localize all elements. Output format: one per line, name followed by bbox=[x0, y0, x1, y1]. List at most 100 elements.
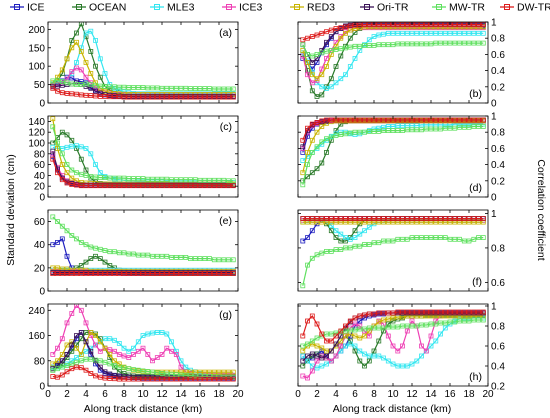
panel-g-series-mle3-point bbox=[69, 358, 75, 364]
panel-f-series-red3-point bbox=[400, 219, 405, 225]
panel-h-series-red3-point bbox=[352, 333, 358, 339]
panel-g-series-ocean-point bbox=[78, 336, 84, 342]
panel-d-series-mw-tr-point bbox=[357, 129, 363, 135]
panel-b-series-mle3-point bbox=[409, 30, 415, 36]
panel-a-series-ice3-point bbox=[83, 74, 89, 80]
panel-b-series-dw-tr-point bbox=[305, 35, 310, 41]
panel-f-series-dw-tr-point bbox=[362, 216, 367, 222]
panel-d-series-red3-point bbox=[314, 129, 320, 135]
panel-e-series-dw-tr-point bbox=[192, 271, 198, 277]
panel-b-series-mle3-point bbox=[423, 30, 429, 36]
panel-d-label: (d) bbox=[469, 182, 482, 194]
panel-e-series-mw-tr-point bbox=[97, 246, 103, 252]
panel-d-series-dw-tr-point bbox=[438, 117, 443, 123]
panel-h-series-red3-point bbox=[314, 343, 320, 349]
panel-f-series-dw-tr-point bbox=[480, 216, 486, 222]
panel-a-series-dw-tr-point bbox=[50, 85, 56, 91]
panel-b-series-red3-point bbox=[314, 76, 320, 82]
panel-e-series-dw-tr-point bbox=[112, 271, 117, 277]
panel-f-series-mw-tr-point bbox=[376, 240, 382, 246]
panel-c-series-dw-tr-point bbox=[102, 183, 108, 189]
panel-f-series-ice-point bbox=[305, 235, 310, 241]
panel-c-series-mw-tr-point bbox=[88, 174, 94, 179]
panel-c-series-dw-tr-point bbox=[154, 183, 160, 189]
panel-g-y-tick-label: 160 bbox=[28, 331, 45, 342]
panel-a-series-mw-tr-point bbox=[183, 85, 189, 91]
panel-c-series-mw-tr-point bbox=[150, 176, 155, 182]
panel-h-series-dw-tr-point bbox=[309, 313, 315, 319]
panel-h-series-dw-tr-point bbox=[400, 309, 405, 315]
panel-d-series-mle3-point bbox=[381, 124, 386, 130]
panel-a-y-tick-label: 100 bbox=[28, 62, 45, 73]
panel-b-series-mw-tr-point bbox=[447, 40, 453, 46]
panel-a-series-dw-tr-point bbox=[121, 94, 127, 100]
panel-e-series-dw-tr-point bbox=[178, 271, 184, 277]
panel-b-plot-area bbox=[300, 22, 486, 99]
panel-e-series-dw-tr-point bbox=[64, 271, 70, 277]
panel-f-series-mw-tr-point bbox=[333, 247, 339, 253]
panel-g-series-mle3-point bbox=[159, 329, 165, 335]
panel-d-series-mw-tr-point bbox=[409, 127, 415, 133]
x-axis-title-left: Along track distance (km) bbox=[84, 403, 202, 415]
panel-f-series-dw-tr-point bbox=[381, 216, 386, 222]
panel-h-x-tick-label: 8 bbox=[371, 389, 377, 400]
panel-e-series-mw-tr-point bbox=[55, 219, 60, 225]
panel-b-series-ice3-point bbox=[309, 80, 315, 86]
panel-a-series-dw-tr-point bbox=[59, 90, 65, 96]
panel-b-series-mle3-point bbox=[404, 30, 410, 36]
panel-b-series-mle3-point bbox=[371, 34, 377, 39]
panel-h-series-mle3-point bbox=[409, 361, 415, 367]
panel-g-series-dw-tr-point bbox=[145, 376, 151, 382]
panel-g-series-red3-point bbox=[64, 342, 70, 348]
panel-e-series-ice-point bbox=[59, 236, 65, 242]
panel-b-series-dw-tr-point bbox=[314, 32, 320, 38]
panel-e-series-ice-point bbox=[55, 239, 60, 245]
panel-h-series-mle3-point bbox=[404, 363, 410, 369]
panel-g-series-mw-tr-point bbox=[169, 371, 174, 377]
panel-b-series-red3-point bbox=[309, 72, 315, 78]
panel-g-series-ice3-point bbox=[164, 345, 170, 351]
panel-f-series-red3-point bbox=[338, 219, 344, 225]
panel-h-series-red3-point bbox=[300, 348, 306, 354]
panel-f-series-mw-tr-point bbox=[362, 242, 367, 247]
panel-f-series-mle3-point bbox=[343, 235, 348, 241]
panel-c-series-mw-tr-point bbox=[207, 177, 212, 183]
panel-g-series-dw-tr-point bbox=[107, 375, 113, 381]
panel-f-series-red3-point bbox=[385, 219, 391, 225]
panel-c-series-mw-tr-point bbox=[221, 177, 227, 183]
panel-d-series-mle3-point bbox=[395, 123, 401, 129]
panel-g-series-red3-point bbox=[74, 345, 79, 351]
panel-e-series-mw-tr-point bbox=[211, 257, 217, 263]
panel-h-series-mle3-point bbox=[390, 361, 396, 367]
panel-a-series-dw-tr-point bbox=[226, 94, 231, 100]
panel-c-series-mw-tr-point bbox=[116, 175, 122, 181]
panel-c-series-dw-tr-point bbox=[207, 183, 212, 189]
legend-entry-dw-tr: DW-TR bbox=[500, 2, 550, 14]
panel-g-series-ice3-point bbox=[55, 345, 60, 351]
panel-g-series-dw-tr-point bbox=[216, 376, 222, 382]
panel-b-series-mw-tr-point bbox=[309, 53, 315, 59]
panel-h-series-mle3-point bbox=[347, 341, 353, 347]
panel-b-series-dw-tr-point bbox=[328, 27, 334, 33]
panel-d-series-mw-tr-point bbox=[400, 128, 405, 134]
panel-f-series-dw-tr-point bbox=[347, 216, 353, 222]
panel-c-series-dw-tr-point bbox=[216, 183, 222, 189]
panel-f-series-red3-point bbox=[414, 219, 420, 225]
panel-a-series-mw-tr-point bbox=[93, 82, 98, 88]
legend-entry-mle3: MLE3 bbox=[150, 2, 195, 14]
panel-h-series-dw-tr-point bbox=[376, 310, 382, 316]
panel-a-series-dw-tr-point bbox=[88, 93, 94, 98]
panel-h-x-tick-label: 4 bbox=[333, 389, 339, 400]
panel-h-series-dw-tr-point bbox=[452, 309, 458, 315]
panel-f-series-mw-tr-point bbox=[404, 236, 410, 242]
panel-f-series-dw-tr-point bbox=[414, 216, 420, 222]
panel-d-y-tick-label: 0 bbox=[491, 193, 497, 204]
panel-g-x-tick-label: 2 bbox=[64, 389, 70, 400]
panel-a-series-dw-tr-point bbox=[112, 94, 117, 100]
panel-d-series-mw-tr-point bbox=[381, 128, 386, 134]
panel-f-series-dw-tr-point bbox=[328, 216, 334, 222]
panel-g-series-ocean-point bbox=[121, 370, 127, 376]
legend-entry-mw-tr: MW-TR bbox=[432, 2, 485, 14]
panel-e-series-mw-tr-point bbox=[202, 256, 208, 262]
panel-g-series-ice3-point bbox=[145, 352, 151, 357]
